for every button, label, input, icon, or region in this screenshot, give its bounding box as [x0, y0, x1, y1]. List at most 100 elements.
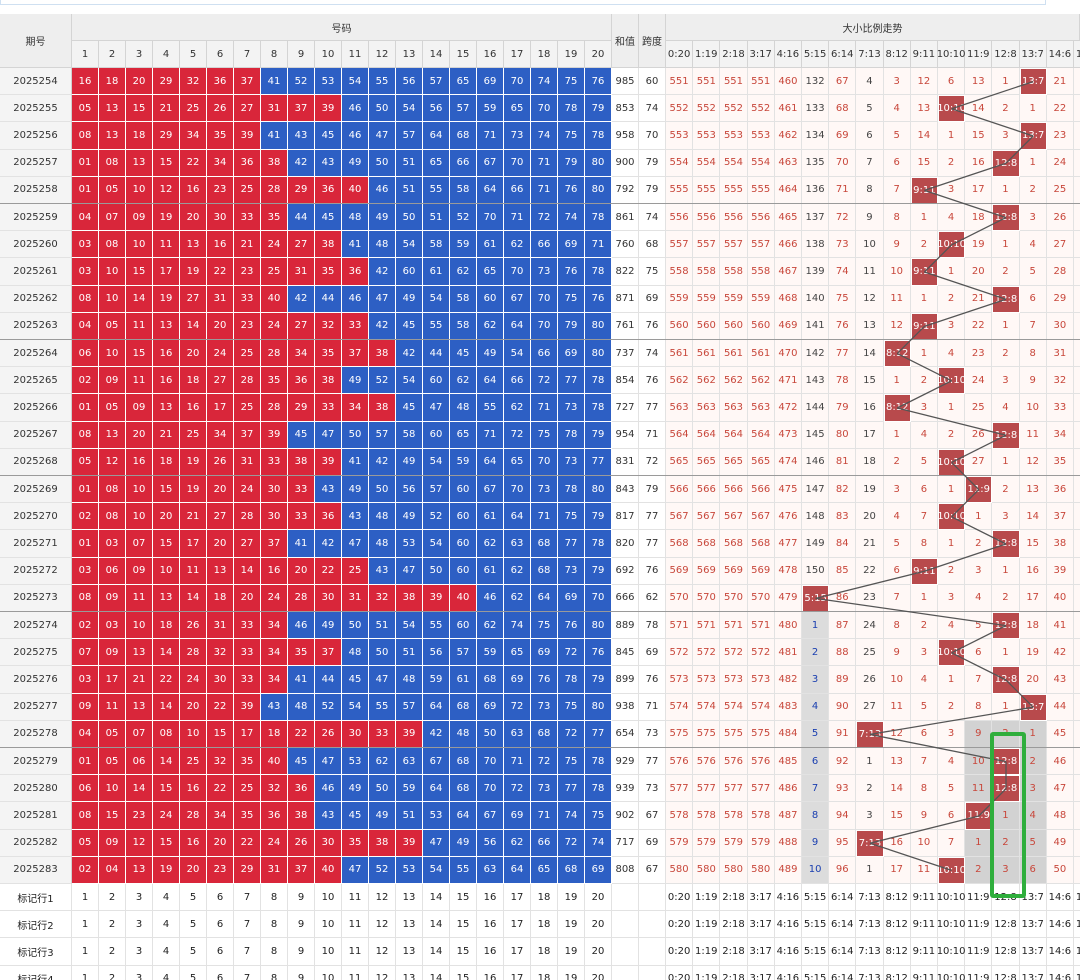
marker-ratio-cell[interactable]: 4:16 [774, 884, 802, 912]
marker-ratio-cell[interactable]: 11:9 [965, 938, 993, 966]
marker-number-cell[interactable]: 13 [396, 911, 423, 939]
marker-number-cell[interactable]: 18 [531, 911, 558, 939]
marker-ratio-cell[interactable]: 0:20 [666, 938, 694, 966]
marker-ratio-cell[interactable]: 10:10 [937, 911, 966, 939]
marker-ratio-cell[interactable]: 10:10 [937, 938, 966, 966]
marker-number-cell[interactable]: 11 [342, 965, 369, 980]
marker-number-cell[interactable]: 20 [585, 965, 612, 980]
marker-ratio-cell[interactable]: 15:5 [1074, 911, 1080, 939]
marker-ratio-cell[interactable]: 14:6 [1046, 884, 1074, 912]
marker-number-cell[interactable]: 14 [423, 965, 450, 980]
marker-number-cell[interactable]: 4 [153, 938, 180, 966]
marker-ratio-cell[interactable]: 2:18 [720, 884, 748, 912]
marker-number-cell[interactable]: 15 [450, 938, 477, 966]
marker-number-cell[interactable]: 20 [585, 938, 612, 966]
marker-number-cell[interactable]: 4 [153, 911, 180, 939]
marker-number-cell[interactable]: 19 [558, 938, 585, 966]
marker-number-cell[interactable]: 3 [126, 911, 153, 939]
marker-number-cell[interactable]: 17 [504, 884, 531, 912]
marker-number-cell[interactable]: 6 [207, 938, 234, 966]
marker-number-cell[interactable]: 18 [531, 938, 558, 966]
marker-number-cell[interactable]: 7 [234, 965, 261, 980]
marker-ratio-cell[interactable]: 12:8 [992, 911, 1020, 939]
marker-ratio-cell[interactable]: 14:6 [1046, 965, 1074, 980]
marker-ratio-cell[interactable]: 11:9 [965, 965, 993, 980]
marker-number-cell[interactable]: 8 [261, 911, 288, 939]
marker-ratio-cell[interactable]: 3:17 [747, 965, 775, 980]
marker-ratio-cell[interactable]: 11:9 [965, 884, 993, 912]
marker-number-cell[interactable]: 16 [477, 884, 504, 912]
marker-ratio-cell[interactable]: 13:7 [1019, 965, 1047, 980]
marker-ratio-cell[interactable]: 13:7 [1019, 884, 1047, 912]
marker-number-cell[interactable]: 19 [558, 965, 585, 980]
marker-ratio-cell[interactable]: 12:8 [992, 965, 1020, 980]
marker-ratio-cell[interactable]: 10:10 [937, 965, 966, 980]
marker-number-cell[interactable]: 12 [369, 965, 396, 980]
marker-number-cell[interactable]: 7 [234, 884, 261, 912]
marker-ratio-cell[interactable]: 3:17 [747, 938, 775, 966]
marker-number-cell[interactable]: 15 [450, 911, 477, 939]
marker-ratio-cell[interactable]: 0:20 [666, 911, 694, 939]
marker-number-cell[interactable]: 12 [369, 884, 396, 912]
marker-ratio-cell[interactable]: 3:17 [747, 911, 775, 939]
marker-number-cell[interactable]: 7 [234, 938, 261, 966]
marker-number-cell[interactable]: 14 [423, 884, 450, 912]
marker-number-cell[interactable]: 3 [126, 938, 153, 966]
marker-ratio-cell[interactable]: 14:6 [1046, 911, 1074, 939]
marker-ratio-cell[interactable]: 5:15 [802, 965, 830, 980]
marker-number-cell[interactable]: 11 [342, 911, 369, 939]
marker-ratio-cell[interactable]: 12:8 [992, 938, 1020, 966]
marker-ratio-cell[interactable]: 9:11 [910, 911, 938, 939]
marker-number-cell[interactable]: 6 [207, 965, 234, 980]
marker-number-cell[interactable]: 5 [180, 965, 207, 980]
marker-ratio-cell[interactable]: 2:18 [720, 911, 748, 939]
marker-number-cell[interactable]: 16 [477, 938, 504, 966]
marker-number-cell[interactable]: 1 [72, 965, 99, 980]
marker-number-cell[interactable]: 17 [504, 965, 531, 980]
marker-ratio-cell[interactable]: 8:12 [883, 965, 911, 980]
marker-ratio-cell[interactable]: 8:12 [883, 938, 911, 966]
marker-ratio-cell[interactable]: 4:16 [774, 965, 802, 980]
marker-ratio-cell[interactable]: 5:15 [802, 911, 830, 939]
marker-number-cell[interactable]: 20 [585, 911, 612, 939]
marker-number-cell[interactable]: 1 [72, 884, 99, 912]
marker-number-cell[interactable]: 13 [396, 965, 423, 980]
marker-ratio-cell[interactable]: 6:14 [829, 938, 857, 966]
marker-number-cell[interactable]: 10 [315, 884, 342, 912]
marker-number-cell[interactable]: 14 [423, 938, 450, 966]
marker-number-cell[interactable]: 10 [315, 911, 342, 939]
marker-ratio-cell[interactable]: 15:5 [1074, 884, 1080, 912]
marker-ratio-cell[interactable]: 4:16 [774, 938, 802, 966]
marker-ratio-cell[interactable]: 6:14 [829, 911, 857, 939]
marker-ratio-cell[interactable]: 13:7 [1019, 938, 1047, 966]
marker-ratio-cell[interactable]: 1:19 [693, 938, 721, 966]
marker-ratio-cell[interactable]: 9:11 [910, 884, 938, 912]
marker-ratio-cell[interactable]: 7:13 [856, 965, 884, 980]
marker-ratio-cell[interactable]: 2:18 [720, 938, 748, 966]
marker-ratio-cell[interactable]: 3:17 [747, 884, 775, 912]
marker-number-cell[interactable]: 19 [558, 884, 585, 912]
marker-number-cell[interactable]: 1 [72, 938, 99, 966]
marker-ratio-cell[interactable]: 1:19 [693, 911, 721, 939]
marker-ratio-cell[interactable]: 7:13 [856, 911, 884, 939]
marker-number-cell[interactable]: 6 [207, 884, 234, 912]
marker-number-cell[interactable]: 13 [396, 938, 423, 966]
marker-number-cell[interactable]: 9 [288, 965, 315, 980]
marker-ratio-cell[interactable]: 6:14 [829, 884, 857, 912]
marker-ratio-cell[interactable]: 2:18 [720, 965, 748, 980]
marker-number-cell[interactable]: 14 [423, 911, 450, 939]
marker-number-cell[interactable]: 6 [207, 911, 234, 939]
marker-ratio-cell[interactable]: 5:15 [802, 884, 830, 912]
marker-ratio-cell[interactable]: 8:12 [883, 884, 911, 912]
marker-number-cell[interactable]: 16 [477, 911, 504, 939]
marker-ratio-cell[interactable]: 15:5 [1074, 938, 1080, 966]
marker-number-cell[interactable]: 17 [504, 938, 531, 966]
marker-ratio-cell[interactable]: 13:7 [1019, 911, 1047, 939]
marker-ratio-cell[interactable]: 1:19 [693, 884, 721, 912]
marker-ratio-cell[interactable]: 9:11 [910, 938, 938, 966]
marker-ratio-cell[interactable]: 11:9 [965, 911, 993, 939]
marker-ratio-cell[interactable]: 14:6 [1046, 938, 1074, 966]
marker-number-cell[interactable]: 8 [261, 884, 288, 912]
marker-number-cell[interactable]: 4 [153, 884, 180, 912]
marker-number-cell[interactable]: 11 [342, 884, 369, 912]
